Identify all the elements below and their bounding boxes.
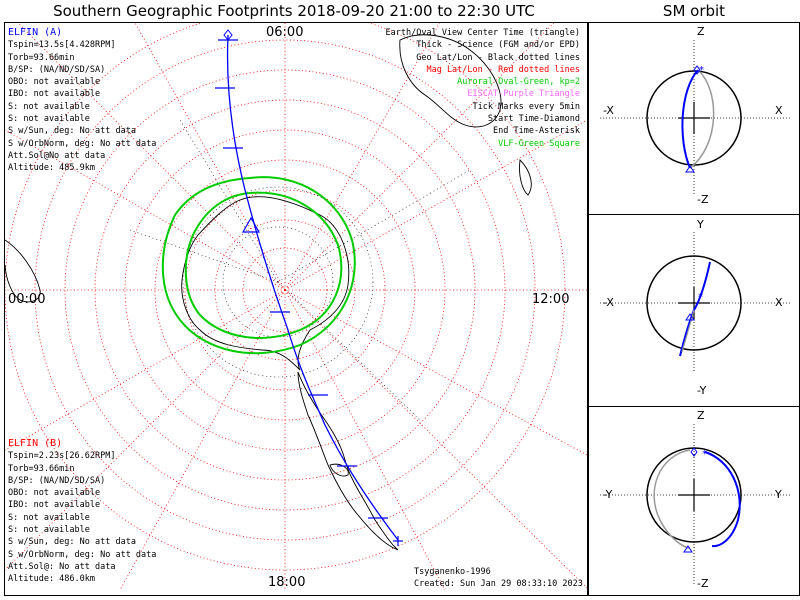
legend-item: Mag Lat/Lon - Red dotted lines: [426, 64, 580, 75]
sm3-axis-bottom: -Z: [697, 577, 709, 590]
elfin-b-info: ELFIN (B) Tspin=2.23s[26.62RPM] Torb=93.…: [8, 438, 156, 586]
created-timestamp: Created: Sun Jan 29 08:33:10 2023: [414, 579, 583, 589]
sm2-axis-right: X: [775, 296, 783, 309]
hour-label-right: 12:00: [532, 292, 570, 307]
svg-text:*: *: [699, 65, 704, 76]
elfin-a-line: IBO: not available: [8, 89, 101, 100]
elfin-b-line: Torb=93.66min: [8, 463, 75, 474]
sm2-axis-top: Y: [697, 218, 704, 231]
elfin-b-line: S: not available: [8, 512, 90, 523]
sm2-axis-left: -X: [603, 296, 614, 309]
legend-item: Geo Lat/Lon - Black dotted lines: [416, 52, 580, 63]
sm1-axis-left: -X: [603, 104, 614, 117]
map-legend: Earth/Oval View Center Time (triangle) T…: [386, 27, 580, 150]
sm1-axis-bottom: -Z: [697, 193, 709, 206]
legend-item: Tick Marks every 5min: [472, 101, 580, 112]
sm3-axis-left: -Y: [603, 488, 613, 501]
elfin-a-line: OBO: not available: [8, 77, 101, 88]
legend-item: End Time-Asterisk: [493, 126, 580, 137]
elfin-a-name: ELFIN (A): [8, 27, 63, 38]
elfin-b-name: ELFIN (B): [8, 438, 63, 449]
legend-item: Thick - Science (FGM and/or EPD): [416, 40, 580, 51]
elfin-a-line: Torb=93.66min: [8, 52, 75, 63]
legend-item: EISCAT-Purple Triangle: [467, 89, 580, 100]
elfin-b-line: S w/OrbNorm, deg: No att data: [8, 549, 157, 560]
sm1-axis-right: X: [775, 104, 783, 117]
elfin-a-line: Att.Sol@No att data: [8, 150, 106, 161]
view-center-triangle: [241, 216, 261, 233]
model-label: Tsyganenko-1996: [414, 567, 491, 577]
sm-plot-xz: *: [600, 40, 790, 196]
legend-item: Start Time-Diamond: [487, 114, 580, 125]
sm-plot-xy: *: [600, 232, 790, 372]
elfin-b-line: IBO: not available: [8, 500, 101, 511]
svg-text:*: *: [702, 449, 707, 460]
elfin-a-line: Tspin=13.5s[4.428RPM]: [8, 40, 116, 51]
legend-item: VLF-Green Square: [498, 138, 580, 149]
sm-plot-yz: *: [600, 424, 790, 584]
sm-orbit-title: SM orbit: [662, 2, 726, 20]
elfin-b-line: S w/Sun, deg: No att data: [8, 537, 136, 548]
svg-text:*: *: [698, 292, 703, 303]
elfin-a-line: S: not available: [8, 101, 90, 112]
elfin-a-info: ELFIN (A) Tspin=13.5s[4.428RPM] Torb=93.…: [8, 27, 156, 175]
elfin-a-line: B/SP: (NA/ND/SD/SA): [8, 64, 106, 75]
sm1-axis-top: Z: [697, 25, 705, 38]
sm3-axis-right: Y: [775, 488, 782, 501]
elfin-b-line: Tspin=2.23s[26.62RPM]: [8, 451, 116, 462]
auroral-oval: [161, 176, 356, 355]
elfin-b-line: OBO: not available: [8, 488, 101, 499]
start-diamond: [223, 29, 233, 41]
page-title: Southern Geographic Footprints 2018-09-2…: [53, 2, 535, 20]
end-asterisk: [393, 536, 403, 546]
footprint-map-frame: [4, 22, 588, 596]
track-tick-marks: [215, 39, 388, 519]
geo-grid: [129, 119, 471, 421]
sm2-axis-bottom: -Y: [697, 384, 707, 397]
elfin-a-line: S: not available: [8, 114, 90, 125]
elfin-a-track: [226, 34, 399, 541]
elfin-b-line: Att.Sol@: No att data: [8, 561, 116, 572]
elfin-a-line: S w/Sun, deg: No att data: [8, 126, 136, 137]
elfin-b-line: Altitude: 486.0km: [8, 574, 95, 585]
elfin-b-line: B/SP: (NA/ND/SD/SA): [8, 475, 106, 486]
elfin-b-line: S: not available: [8, 525, 90, 536]
legend-item: Earth/Oval View Center Time (triangle): [385, 28, 580, 38]
elfin-a-line: S w/OrbNorm, deg: No att data: [8, 138, 157, 149]
hour-label-bottom: 18:00: [268, 575, 306, 590]
hour-label-top: 06:00: [266, 25, 304, 40]
elfin-a-line: Altitude: 485.9km: [8, 163, 95, 174]
legend-item: Auroral Oval-Green, kp=2: [457, 77, 580, 88]
hour-label-left: 00:00: [8, 292, 46, 307]
sm3-axis-top: Z: [697, 409, 705, 422]
